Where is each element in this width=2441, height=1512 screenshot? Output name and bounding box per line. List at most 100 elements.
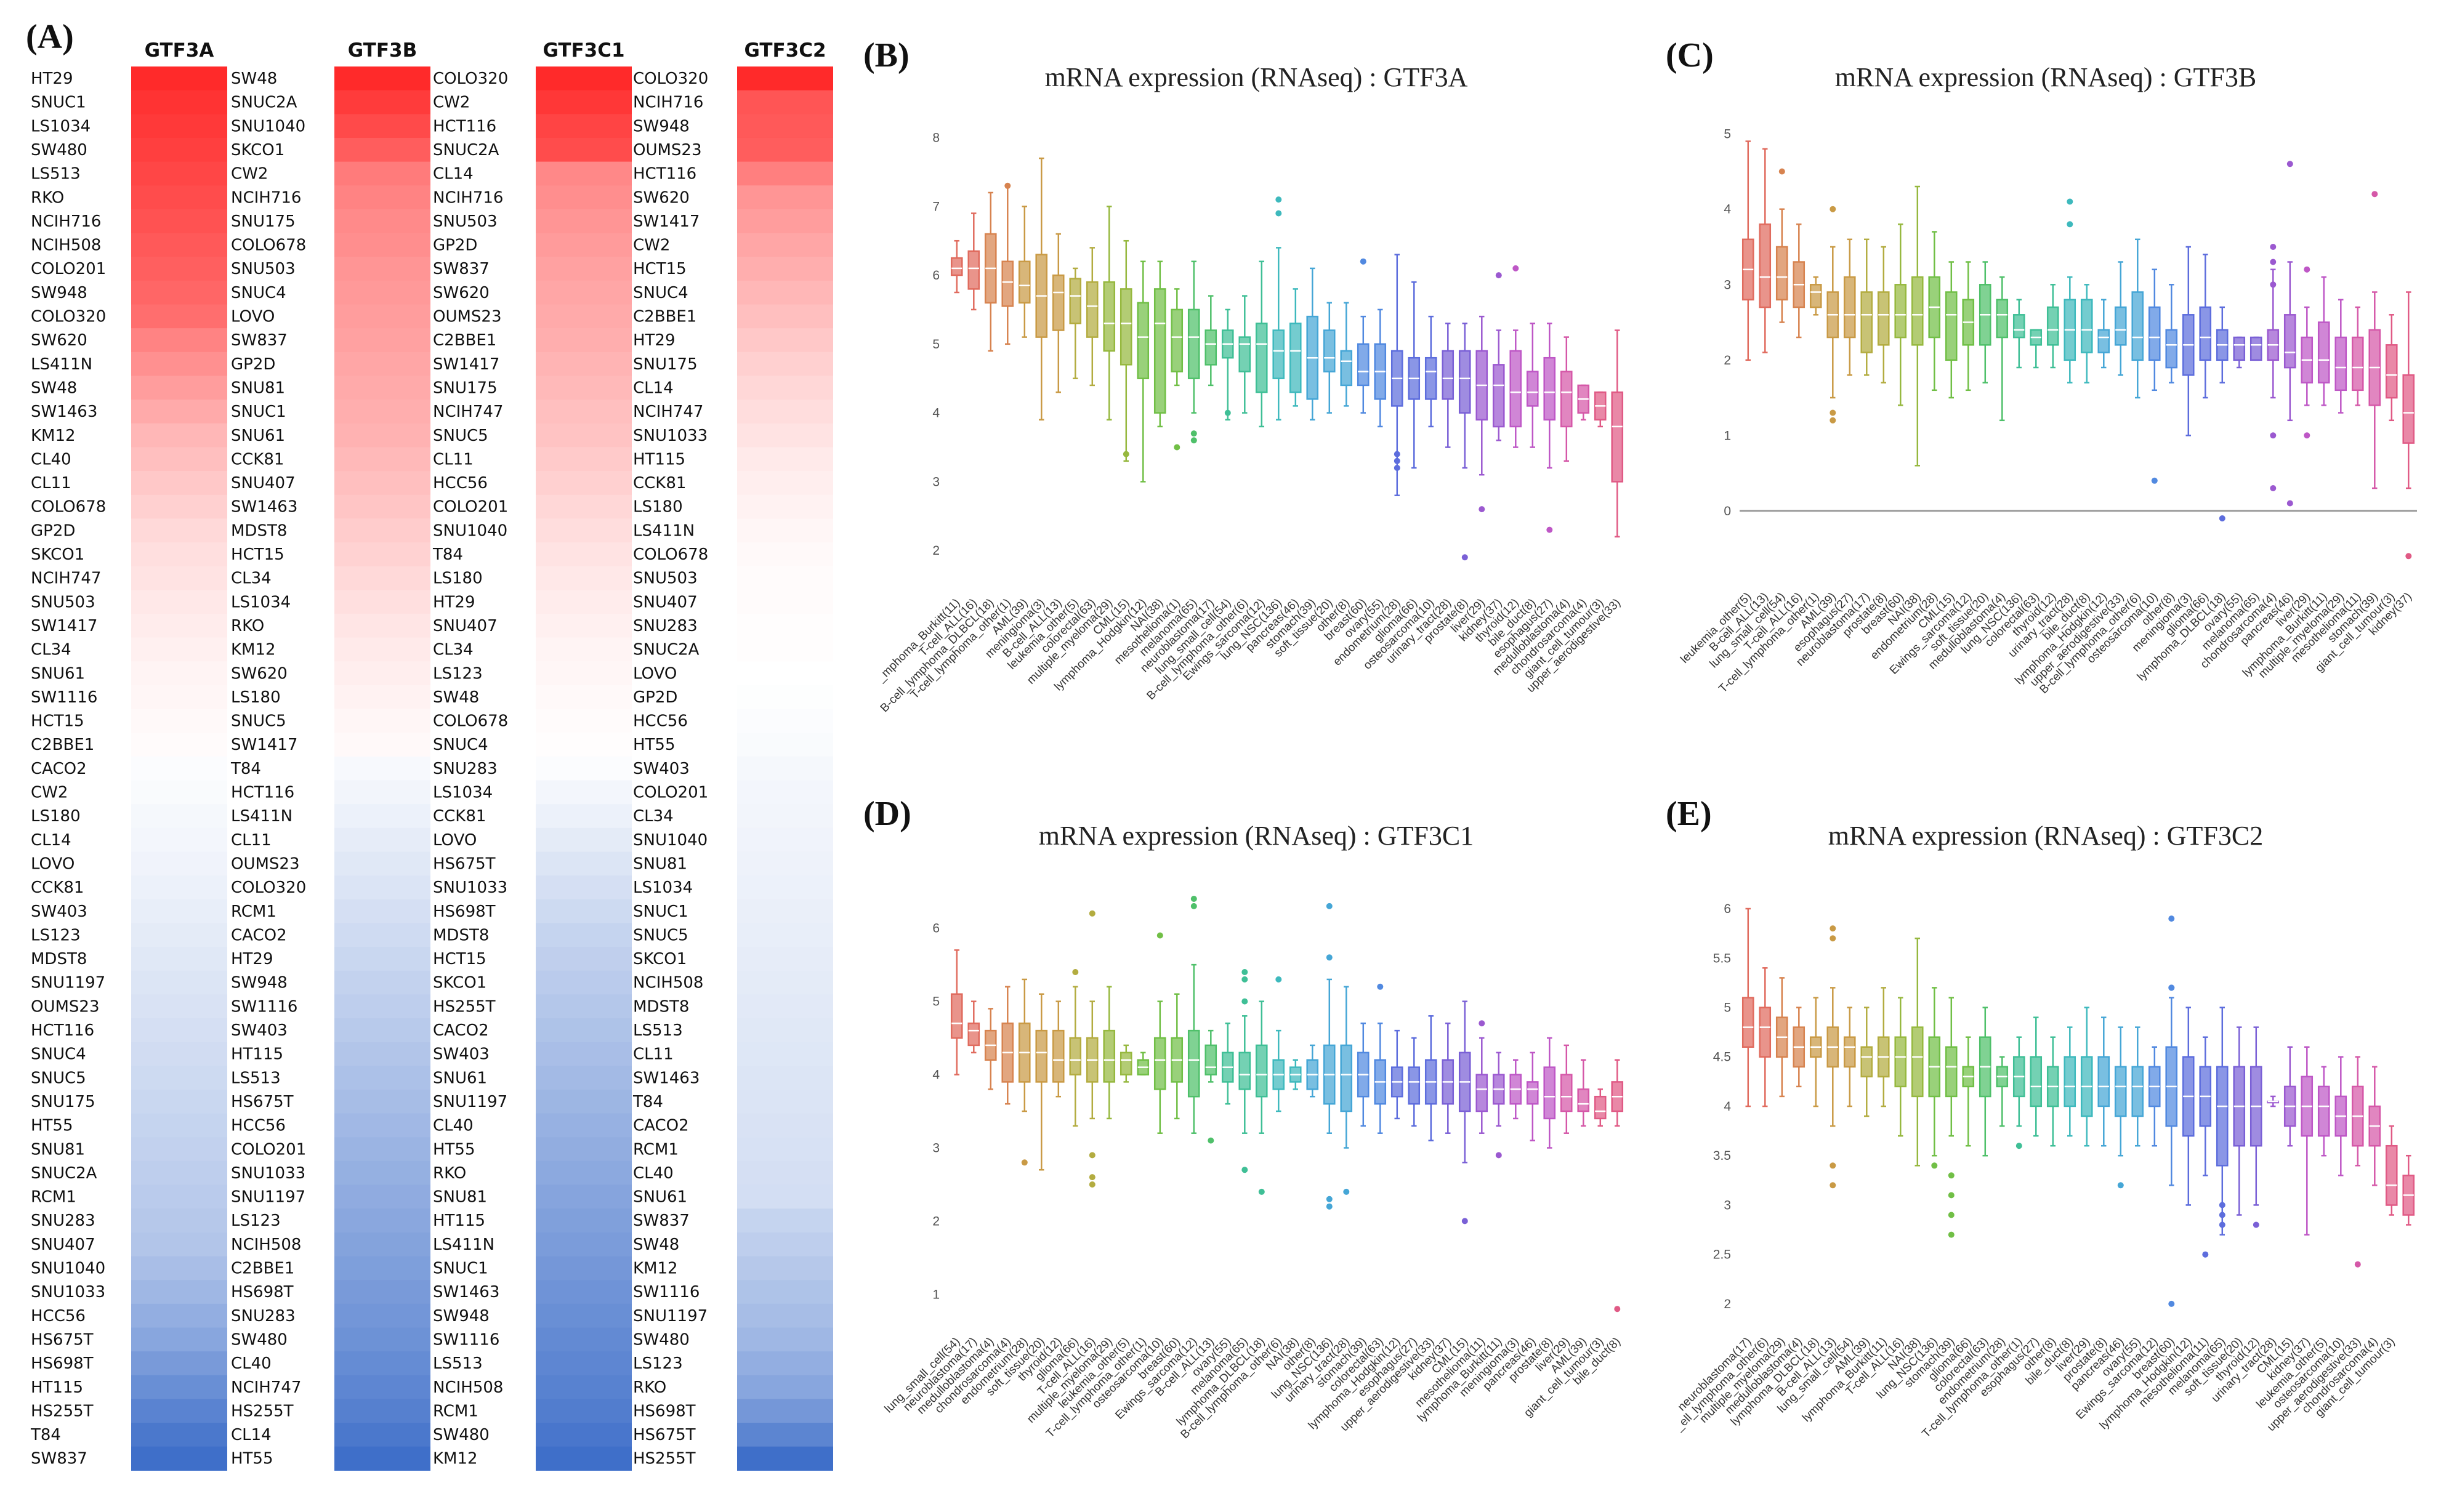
heatmap-cell xyxy=(131,233,227,257)
heatmap-row-label: SNUC5 xyxy=(231,712,286,731)
heatmap-row-label: SNU283 xyxy=(31,1212,95,1230)
heatmap-row-label: LS513 xyxy=(31,165,81,183)
heatmap-row-label: SNUC2A xyxy=(633,641,700,659)
heatmap-row-label: SNUC5 xyxy=(31,1069,86,1087)
heatmap-cell xyxy=(536,1399,632,1423)
box-iqr xyxy=(1187,308,1200,379)
box-iqr xyxy=(1035,1029,1048,1083)
heatmap-cell xyxy=(536,1137,632,1162)
heatmap-cell xyxy=(737,542,833,567)
heatmap-cell xyxy=(536,400,632,424)
heatmap-row-label: SNUC4 xyxy=(231,284,286,302)
heatmap-row-label: SNU61 xyxy=(433,1069,487,1087)
box-iqr xyxy=(1238,1052,1251,1090)
heatmap-row-label: OUMS23 xyxy=(31,997,100,1016)
heatmap-row-label: HCC56 xyxy=(231,1117,286,1135)
box-iqr xyxy=(1103,281,1116,352)
heatmap-cell xyxy=(334,1351,430,1376)
heatmap-row-label: HCT116 xyxy=(433,117,496,135)
heatmap-cell xyxy=(536,566,632,590)
heatmap-row-label: SW948 xyxy=(633,117,690,135)
heatmap-row-label: LS513 xyxy=(231,1069,281,1087)
heatmap-cell xyxy=(536,780,632,805)
heatmap-cell xyxy=(334,114,430,139)
box-iqr xyxy=(1238,336,1251,372)
box-outlier xyxy=(1948,1212,1955,1218)
heatmap-cell xyxy=(334,590,430,614)
heatmap-cell xyxy=(334,685,430,710)
heatmap-cell xyxy=(334,90,430,115)
heatmap-row-label: SW1116 xyxy=(633,1283,700,1301)
heatmap-cell xyxy=(131,542,227,567)
heatmap-row-label: GP2D xyxy=(231,355,275,374)
heatmap-row-label: SW1463 xyxy=(433,1283,499,1301)
box-outlier xyxy=(1089,1181,1095,1188)
heatmap-row-label: SNU503 xyxy=(633,569,698,588)
box-iqr xyxy=(1442,350,1455,400)
heatmap-row-label: MDST8 xyxy=(231,521,287,540)
heatmap-cell xyxy=(131,637,227,662)
heatmap-row-label: SW1116 xyxy=(231,997,297,1016)
heatmap-row-label: SNU503 xyxy=(31,593,95,611)
box-outlier xyxy=(1830,1162,1836,1169)
heatmap-cell xyxy=(334,1089,430,1114)
box-outlier xyxy=(1021,1159,1028,1166)
heatmap-cell xyxy=(536,709,632,733)
heatmap-row-label: HCT15 xyxy=(433,950,486,968)
heatmap-row-label: MDST8 xyxy=(31,950,87,968)
heatmap-row-label: SW948 xyxy=(31,284,87,302)
heatmap-row-label: SNU175 xyxy=(633,355,698,374)
box-iqr xyxy=(950,257,963,276)
box-iqr xyxy=(1877,291,1890,346)
box-iqr xyxy=(2317,1085,2330,1137)
box-outlier xyxy=(1241,969,1248,975)
heatmap-row-label: SNUC2A xyxy=(433,141,499,159)
box-outlier xyxy=(2168,1300,2175,1307)
heatmap-cell xyxy=(737,1113,833,1138)
heatmap-row-label: RCM1 xyxy=(633,1140,679,1159)
box-iqr xyxy=(1408,1066,1421,1105)
heatmap-row-label: SW403 xyxy=(633,760,690,778)
panel-c-letter: (C) xyxy=(1666,36,1714,74)
heatmap-row-label: CACO2 xyxy=(231,926,287,944)
heatmap-row-label: SNU61 xyxy=(633,1188,687,1207)
box-outlier xyxy=(1343,1188,1350,1195)
heatmap-cell xyxy=(737,827,833,853)
box-iqr xyxy=(1103,1029,1116,1083)
y-tick-label: 2 xyxy=(932,1214,940,1228)
heatmap-row-label: CW2 xyxy=(433,94,470,112)
heatmap-cell xyxy=(131,923,227,947)
heatmap-row-label: SNUC4 xyxy=(633,284,688,302)
heatmap-cell xyxy=(131,161,227,186)
box-outlier xyxy=(1546,526,1553,533)
box-iqr xyxy=(2097,1056,2110,1108)
box-outlier xyxy=(2286,500,2293,507)
heatmap-cell xyxy=(737,1018,833,1043)
box-outlier xyxy=(1275,196,1282,203)
heatmap-row-label: SKCO1 xyxy=(633,950,687,968)
box-iqr xyxy=(2064,1056,2076,1108)
box-iqr xyxy=(2012,314,2025,339)
box-outlier xyxy=(1778,168,1785,175)
heatmap-row-label: CW2 xyxy=(633,236,670,255)
heatmap-cell xyxy=(536,542,632,567)
box-iqr xyxy=(1475,1074,1488,1112)
box-iqr xyxy=(1996,299,2009,339)
heatmap-cell xyxy=(536,1113,632,1138)
heatmap-cell xyxy=(737,400,833,424)
y-tick-label: 4 xyxy=(1724,1100,1731,1114)
heatmap-cell xyxy=(737,947,833,971)
box-iqr xyxy=(1526,1081,1539,1105)
heatmap-row-label: SNU81 xyxy=(231,379,285,397)
heatmap-cell xyxy=(536,233,632,257)
box-outlier xyxy=(2405,553,2412,560)
heatmap-cell xyxy=(334,613,430,638)
heatmap-cell xyxy=(737,1327,833,1352)
heatmap-cell xyxy=(737,304,833,329)
heatmap-row-label: SW1417 xyxy=(433,355,499,374)
heatmap-row-label: SNUC2A xyxy=(231,94,297,112)
heatmap-row-label: HCT15 xyxy=(31,712,84,731)
heatmap-cell xyxy=(334,899,430,923)
heatmap-cell xyxy=(737,1208,833,1233)
heatmap-cell xyxy=(334,1280,430,1305)
